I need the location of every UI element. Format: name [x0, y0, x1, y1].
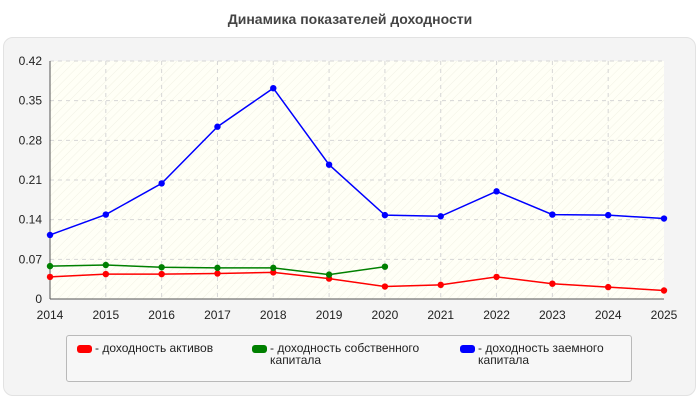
data-point [158, 264, 165, 271]
x-tick-label: 2015 [92, 308, 119, 322]
data-point [549, 211, 556, 218]
data-point [102, 270, 110, 278]
data-point [437, 213, 444, 220]
legend-item-assets: - доходность активов [77, 342, 255, 354]
chart-legend: - доходность активов - доходность собств… [66, 335, 632, 382]
data-point [660, 287, 668, 294]
data-point [102, 261, 110, 269]
x-tick-label: 2018 [260, 308, 287, 322]
data-point [604, 211, 612, 219]
data-point [270, 269, 277, 276]
data-point [493, 188, 500, 195]
series-1 [46, 261, 389, 278]
x-tick-label: 2019 [316, 308, 343, 322]
x-tick-label: 2025 [651, 308, 678, 322]
data-point [102, 211, 110, 218]
legend-swatch-debt [460, 345, 475, 353]
data-point [325, 271, 333, 278]
data-point [270, 264, 277, 272]
x-tick-label: 2016 [148, 308, 175, 322]
data-point [46, 273, 54, 281]
y-tick-label: 0.07 [19, 252, 43, 266]
data-point [549, 280, 556, 287]
x-tick-label: 2022 [483, 308, 510, 322]
legend-swatch-equity [252, 345, 267, 353]
legend-label-debt: - доходность заемного капитала [478, 341, 604, 367]
legend-item-equity: - доходность собственного капитала [252, 342, 430, 366]
x-tick-label: 2017 [204, 308, 231, 322]
series-2 [46, 85, 668, 239]
x-tick-label: 2024 [595, 308, 622, 322]
legend-item-debt: - доходность заемного капитала [460, 342, 638, 366]
legend-label-assets: - доходность активов [95, 341, 214, 355]
x-tick-label: 2023 [539, 308, 566, 322]
y-tick-label: 0.14 [19, 213, 43, 227]
data-point [381, 283, 389, 290]
y-tick-label: 0 [35, 292, 42, 306]
legend-swatch-assets [77, 345, 92, 353]
data-point [158, 270, 165, 278]
data-point [214, 270, 221, 277]
y-tick-label: 0.42 [19, 54, 43, 68]
data-point [604, 283, 612, 291]
data-point [214, 264, 221, 272]
data-point [46, 231, 54, 239]
data-point [381, 211, 389, 219]
data-point [158, 180, 165, 187]
data-point [437, 281, 444, 289]
x-tick-label: 2014 [37, 308, 64, 322]
data-point [214, 123, 221, 130]
chart-title: Динамика показателей доходности [227, 11, 473, 27]
series-line [49, 271, 665, 292]
data-point [270, 85, 277, 92]
data-point [46, 262, 54, 270]
x-tick-label: 2020 [372, 308, 399, 322]
data-point [325, 161, 333, 168]
data-point [660, 215, 668, 222]
data-point [493, 273, 500, 281]
data-point [381, 263, 389, 270]
y-tick-label: 0.21 [19, 173, 43, 187]
x-tick-label: 2021 [427, 308, 454, 322]
y-tick-label: 0.28 [19, 133, 43, 147]
legend-label-equity: - доходность собственного капитала [270, 341, 420, 367]
y-tick-label: 0.35 [19, 94, 43, 108]
series-line [49, 87, 665, 236]
